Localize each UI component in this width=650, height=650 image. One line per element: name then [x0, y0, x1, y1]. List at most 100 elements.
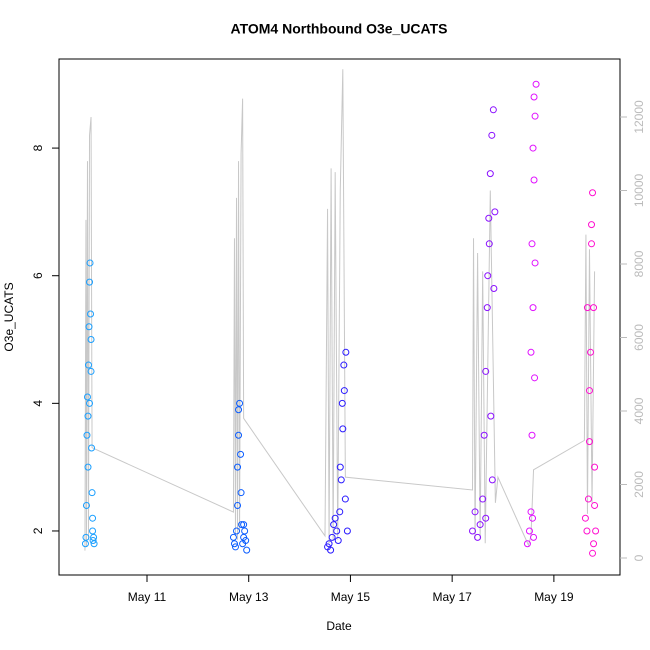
y-axis-label: O3e_UCATS: [2, 282, 16, 351]
data-point: [480, 431, 488, 439]
data-point: [85, 323, 93, 331]
data-point: [530, 93, 538, 101]
y2-tick-label: 10000: [632, 173, 646, 207]
data-point: [325, 540, 333, 548]
y2-tick-label: 12000: [632, 100, 646, 134]
data-point: [88, 444, 96, 452]
data-point: [235, 406, 243, 414]
data-point: [485, 240, 493, 248]
altitude-line: [84, 69, 596, 551]
data-point: [83, 431, 91, 439]
data-point: [479, 495, 487, 503]
y2-tick-label: 0: [632, 554, 646, 561]
data-point: [587, 348, 595, 356]
y-tick-label: 4: [31, 400, 45, 407]
data-point: [482, 514, 490, 522]
data-point: [484, 272, 492, 280]
data-point: [483, 304, 491, 312]
plot-area: [81, 69, 600, 557]
data-point: [86, 399, 94, 407]
y2-tick-label: 6000: [632, 324, 646, 351]
y2-tick-label: 8000: [632, 250, 646, 277]
data-point: [243, 546, 251, 554]
data-point: [485, 214, 493, 222]
data-point: [88, 489, 96, 497]
data-point: [340, 387, 348, 395]
data-point: [237, 450, 245, 458]
data-point: [84, 361, 92, 369]
data-point: [590, 304, 598, 312]
data-point: [236, 399, 244, 407]
y2-tick-label: 2000: [632, 471, 646, 498]
data-point: [336, 463, 344, 471]
data-point: [235, 431, 243, 439]
data-point: [592, 527, 600, 535]
data-point: [530, 533, 538, 541]
data-point: [530, 176, 538, 184]
data-point: [487, 412, 495, 420]
data-point: [476, 521, 484, 529]
data-point: [591, 501, 599, 509]
data-point: [342, 348, 350, 356]
data-point: [591, 463, 599, 471]
data-point: [528, 240, 536, 248]
data-point: [474, 533, 482, 541]
data-point: [590, 540, 598, 548]
data-point: [84, 412, 92, 420]
data-point: [87, 336, 95, 344]
data-point: [331, 514, 339, 522]
data-point: [242, 537, 250, 545]
data-point: [89, 537, 97, 545]
chart-title: ATOM4 Northbound O3e_UCATS: [231, 21, 448, 37]
data-point: [334, 537, 342, 545]
data-point: [89, 514, 97, 522]
data-point: [234, 463, 242, 471]
x-tick-label: May 19: [534, 590, 574, 604]
data-point: [588, 240, 596, 248]
data-point: [488, 131, 496, 139]
data-point: [237, 489, 245, 497]
data-point: [583, 527, 591, 535]
data-point: [529, 304, 537, 312]
data-point: [585, 387, 593, 395]
data-point: [528, 431, 536, 439]
data-point: [229, 533, 237, 541]
data-point: [529, 144, 537, 152]
data-point: [527, 348, 535, 356]
data-point: [86, 278, 94, 286]
data-point: [489, 106, 497, 114]
data-point: [241, 527, 249, 535]
data-point: [529, 514, 537, 522]
x-tick-label: May 15: [331, 590, 371, 604]
data-point: [82, 501, 90, 509]
data-point: [340, 361, 348, 369]
data-point: [525, 527, 533, 535]
data-point: [531, 112, 539, 120]
y-tick-label: 2: [31, 527, 45, 534]
data-point: [488, 476, 496, 484]
data-point: [486, 170, 494, 178]
plot-frame: [58, 58, 621, 576]
y2-tick-label: 4000: [632, 397, 646, 424]
data-point: [469, 527, 477, 535]
data-point: [471, 508, 479, 516]
data-point: [87, 367, 95, 375]
data-point: [328, 533, 336, 541]
data-point: [82, 533, 90, 541]
data-point: [482, 367, 490, 375]
data-point: [89, 527, 97, 535]
y-tick-label: 8: [31, 144, 45, 151]
data-point: [238, 521, 246, 529]
data-point: [589, 189, 597, 197]
data-point: [230, 540, 238, 548]
data-point: [491, 208, 499, 216]
data-point: [589, 549, 597, 557]
data-point: [234, 501, 242, 509]
data-point: [585, 438, 593, 446]
data-point: [341, 495, 349, 503]
data-point: [581, 514, 589, 522]
x-tick-label: May 17: [432, 590, 472, 604]
y-tick-label: 6: [31, 272, 45, 279]
